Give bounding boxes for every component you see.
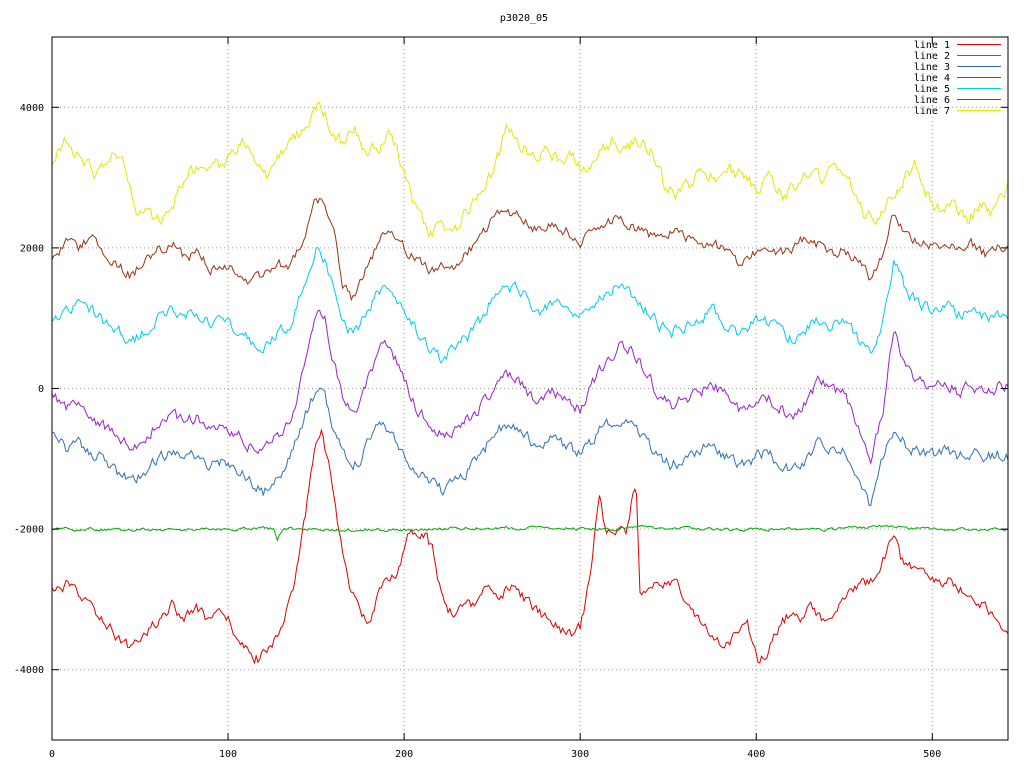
x-tick-label: 400	[747, 749, 765, 760]
x-tick-label: 100	[219, 749, 237, 760]
axis-labels: 0 100 200 300 400 500 -4000 -2000 0 2000 4000	[14, 103, 941, 760]
x-tick-label: 0	[49, 749, 55, 760]
y-tick-label: 4000	[20, 103, 44, 114]
x-tick-label: 200	[395, 749, 413, 760]
legend-label: line 4	[914, 73, 950, 84]
series-line-4	[51, 309, 1009, 466]
legend-label: line 2	[914, 51, 950, 62]
legend-label: line 3	[914, 62, 950, 73]
legend-label: line 6	[914, 95, 950, 106]
y-tick-label: -2000	[14, 525, 44, 536]
grid	[51, 37, 1008, 740]
y-tick-label: 2000	[20, 243, 44, 254]
x-tick-label: 500	[923, 749, 941, 760]
series-line-1	[51, 428, 1009, 665]
y-tick-label: 0	[38, 384, 44, 395]
legend-label: line 5	[914, 84, 950, 95]
axis-ticks	[51, 37, 1008, 740]
series-line-6	[51, 197, 1009, 302]
legend-label: line 1	[914, 40, 950, 51]
x-tick-label: 300	[571, 749, 589, 760]
chart-title: p3020_05	[500, 13, 548, 24]
series-group	[51, 101, 1009, 665]
legend-label: line 7	[914, 106, 950, 117]
series-line-2	[51, 524, 1009, 543]
series-line-5	[51, 247, 1009, 365]
series-line-3	[51, 387, 1009, 507]
y-tick-label: -4000	[14, 665, 44, 676]
series-line-7	[51, 101, 1009, 238]
